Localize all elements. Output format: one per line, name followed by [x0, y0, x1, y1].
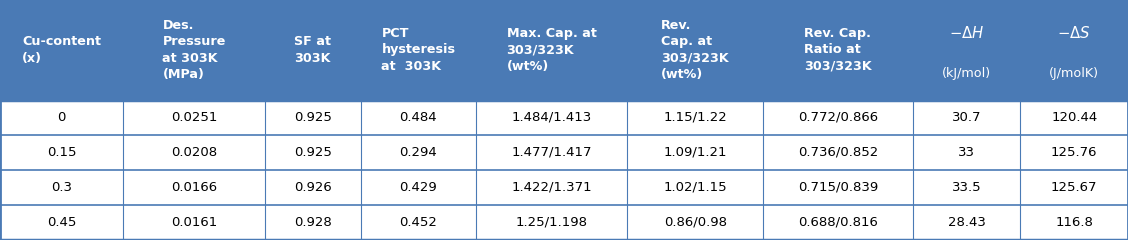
Text: $-\Delta S$: $-\Delta S$	[1057, 25, 1091, 41]
Text: 30.7: 30.7	[952, 111, 981, 124]
Text: 0.294: 0.294	[399, 146, 438, 159]
Text: 0.0161: 0.0161	[171, 216, 218, 229]
Text: Rev. Cap.
Ratio at
303/323K: Rev. Cap. Ratio at 303/323K	[804, 27, 872, 73]
Text: 0.925: 0.925	[294, 146, 332, 159]
Text: 0.928: 0.928	[294, 216, 332, 229]
Text: 0.772/0.866: 0.772/0.866	[799, 111, 879, 124]
Text: 0.15: 0.15	[47, 146, 77, 159]
Text: 125.67: 125.67	[1051, 181, 1098, 194]
Text: 1.484/1.413: 1.484/1.413	[511, 111, 592, 124]
Text: 1.15/1.22: 1.15/1.22	[663, 111, 728, 124]
Bar	[0, 205, 1128, 240]
Text: 116.8: 116.8	[1056, 216, 1093, 229]
Text: 0.925: 0.925	[294, 111, 332, 124]
Bar	[0, 0, 1128, 100]
Text: 0.736/0.852: 0.736/0.852	[797, 146, 879, 159]
Text: Rev.
Cap. at
303/323K
(wt%): Rev. Cap. at 303/323K (wt%)	[661, 18, 729, 81]
Text: SF at
303K: SF at 303K	[294, 35, 332, 65]
Text: 0.926: 0.926	[294, 181, 332, 194]
Text: 0.3: 0.3	[51, 181, 72, 194]
Text: 1.422/1.371: 1.422/1.371	[511, 181, 592, 194]
Text: 0.715/0.839: 0.715/0.839	[797, 181, 879, 194]
Text: 0.0208: 0.0208	[171, 146, 218, 159]
Text: (J/molK): (J/molK)	[1049, 67, 1099, 80]
Text: PCT
hysteresis
at  303K: PCT hysteresis at 303K	[381, 27, 456, 73]
Text: Cu-content
(x): Cu-content (x)	[23, 35, 102, 65]
Text: 0.688/0.816: 0.688/0.816	[799, 216, 878, 229]
Text: 0.484: 0.484	[399, 111, 438, 124]
Text: 1.02/1.15: 1.02/1.15	[663, 181, 726, 194]
Text: (kJ/mol): (kJ/mol)	[942, 67, 992, 80]
Text: 0.452: 0.452	[399, 216, 438, 229]
Text: 0.86/0.98: 0.86/0.98	[663, 216, 726, 229]
Bar	[0, 170, 1128, 205]
Text: 28.43: 28.43	[948, 216, 986, 229]
Text: 33: 33	[958, 146, 976, 159]
Text: 0: 0	[58, 111, 65, 124]
Text: 1.477/1.417: 1.477/1.417	[511, 146, 592, 159]
Text: 120.44: 120.44	[1051, 111, 1098, 124]
Text: $-\Delta H$: $-\Delta H$	[949, 25, 985, 41]
Text: 0.429: 0.429	[399, 181, 438, 194]
Text: 33.5: 33.5	[952, 181, 981, 194]
Text: 0.0166: 0.0166	[171, 181, 218, 194]
Text: Des.
Pressure
at 303K
(MPa): Des. Pressure at 303K (MPa)	[162, 18, 226, 81]
Bar	[0, 100, 1128, 135]
Text: 125.76: 125.76	[1051, 146, 1098, 159]
Text: 0.0251: 0.0251	[171, 111, 218, 124]
Text: 0.45: 0.45	[47, 216, 77, 229]
Text: 1.09/1.21: 1.09/1.21	[663, 146, 726, 159]
Text: Max. Cap. at
303/323K
(wt%): Max. Cap. at 303/323K (wt%)	[506, 27, 597, 73]
Text: 1.25/1.198: 1.25/1.198	[515, 216, 588, 229]
Bar	[0, 135, 1128, 170]
